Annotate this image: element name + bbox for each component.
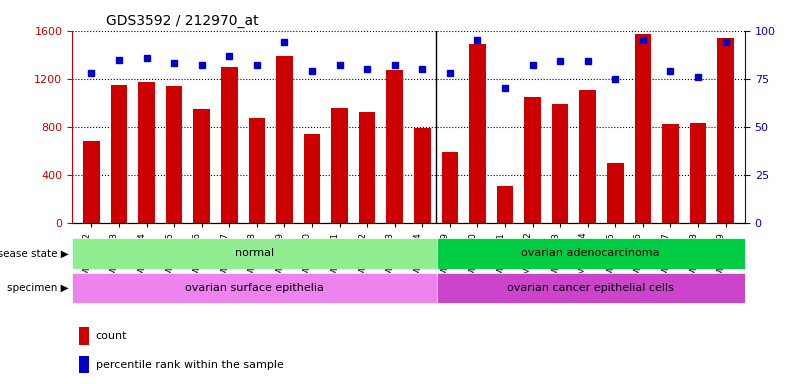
Bar bbox=[690, 123, 706, 223]
Bar bbox=[634, 34, 651, 223]
Bar bbox=[359, 113, 376, 223]
Bar bbox=[607, 163, 624, 223]
Bar bbox=[193, 109, 210, 223]
Text: percentile rank within the sample: percentile rank within the sample bbox=[95, 360, 284, 370]
Text: disease state ▶: disease state ▶ bbox=[0, 248, 69, 258]
Bar bbox=[579, 89, 596, 223]
Text: ovarian cancer epithelial cells: ovarian cancer epithelial cells bbox=[507, 283, 674, 293]
FancyBboxPatch shape bbox=[72, 238, 437, 269]
Bar bbox=[525, 97, 541, 223]
Bar bbox=[304, 134, 320, 223]
Bar bbox=[414, 128, 431, 223]
Bar bbox=[276, 56, 292, 223]
Bar bbox=[441, 152, 458, 223]
FancyBboxPatch shape bbox=[437, 238, 745, 269]
FancyBboxPatch shape bbox=[72, 273, 437, 303]
Text: GDS3592 / 212970_at: GDS3592 / 212970_at bbox=[106, 14, 259, 28]
Bar bbox=[497, 185, 513, 223]
Bar bbox=[78, 356, 89, 373]
Bar bbox=[166, 86, 183, 223]
Bar bbox=[83, 141, 99, 223]
Bar bbox=[139, 82, 155, 223]
Text: ovarian adenocarcinoma: ovarian adenocarcinoma bbox=[521, 248, 660, 258]
Bar bbox=[332, 108, 348, 223]
Bar bbox=[221, 67, 238, 223]
Bar bbox=[718, 38, 734, 223]
FancyBboxPatch shape bbox=[437, 273, 745, 303]
Bar bbox=[386, 70, 403, 223]
Bar bbox=[662, 124, 678, 223]
Bar bbox=[248, 118, 265, 223]
Text: count: count bbox=[95, 331, 127, 341]
Bar bbox=[552, 104, 569, 223]
Text: specimen ▶: specimen ▶ bbox=[7, 283, 69, 293]
Text: ovarian surface epithelia: ovarian surface epithelia bbox=[185, 283, 324, 293]
Bar bbox=[111, 85, 127, 223]
Bar bbox=[469, 44, 485, 223]
Bar bbox=[78, 327, 89, 345]
Text: normal: normal bbox=[235, 248, 274, 258]
